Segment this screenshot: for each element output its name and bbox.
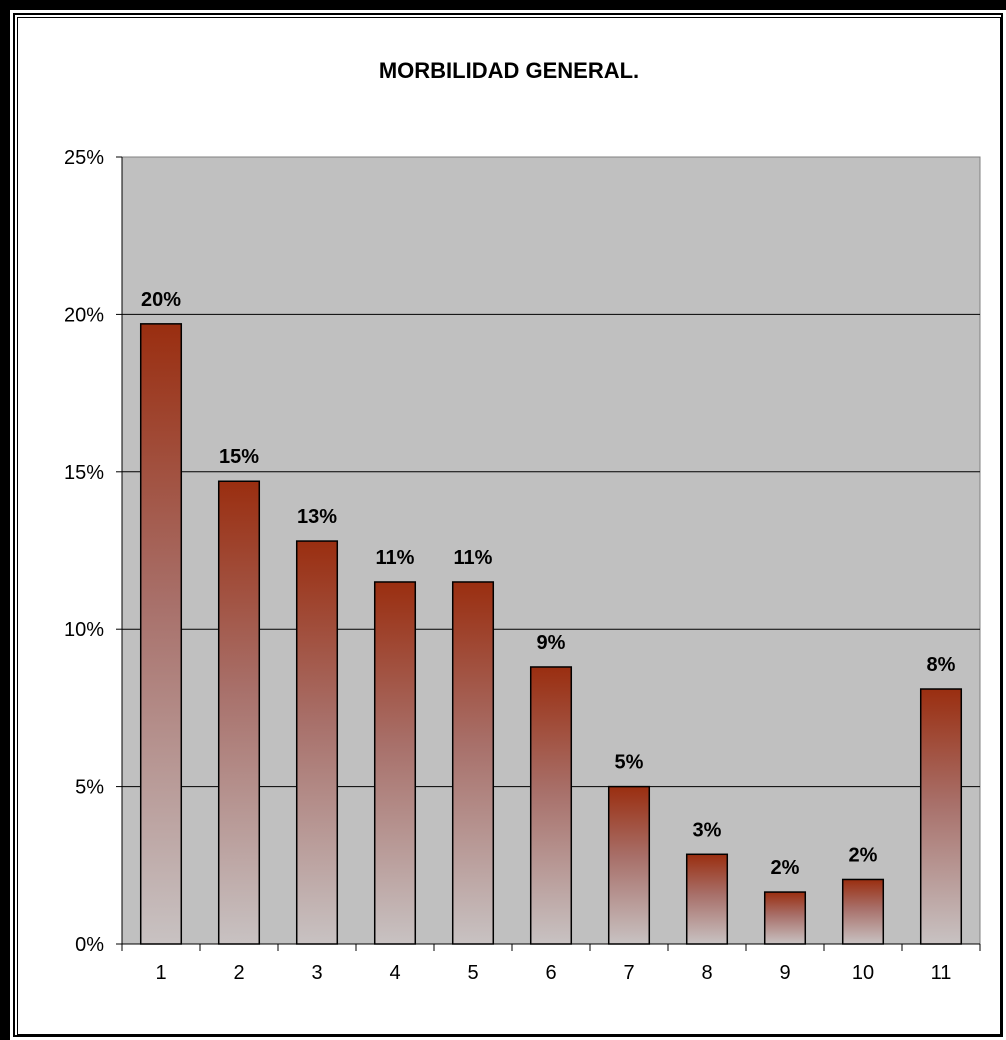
data-label-4: 11% (376, 547, 415, 569)
x-tick-label-4: 4 (389, 962, 400, 984)
data-label-5: 11% (454, 547, 493, 569)
x-tick-label-6: 6 (545, 962, 556, 984)
y-tick-label: 10% (64, 619, 104, 641)
y-tick-label: 25% (64, 147, 104, 169)
data-label-8: 3% (693, 819, 722, 841)
bar-3 (295, 540, 339, 945)
x-tick-label-10: 10 (852, 962, 874, 984)
bar-5 (451, 581, 495, 945)
x-tick-label-8: 8 (701, 962, 712, 984)
data-label-3: 13% (297, 506, 337, 528)
x-tick-label-3: 3 (311, 962, 322, 984)
bar-7 (607, 785, 651, 945)
bar-8 (685, 853, 729, 945)
chart-title: MORBILIDAD GENERAL. (378, 58, 640, 83)
bar-2 (217, 480, 261, 945)
bar-6 (529, 666, 573, 945)
bar-10 (841, 878, 885, 945)
data-label-10: 2% (849, 844, 878, 866)
y-tick-label: 15% (64, 462, 104, 484)
chart-inner-frame-line (17, 17, 1001, 1035)
data-label-6: 9% (537, 632, 566, 654)
x-tick-label-7: 7 (623, 962, 634, 984)
x-tick-label-5: 5 (467, 962, 478, 984)
data-label-11: 8% (927, 654, 956, 676)
bar-1 (139, 323, 183, 945)
x-tick-label-1: 1 (155, 962, 166, 984)
data-label-7: 5% (615, 752, 644, 774)
x-tick-label-2: 2 (233, 962, 244, 984)
data-label-2: 15% (219, 446, 259, 468)
data-label-1: 20% (141, 289, 181, 311)
bar-4 (373, 581, 417, 945)
x-tick-label-9: 9 (779, 962, 790, 984)
data-label-9: 2% (771, 857, 800, 879)
y-tick-label: 0% (75, 934, 104, 956)
chart-inner-frame (13, 13, 1003, 1037)
bar-11 (919, 688, 963, 945)
y-tick-label: 20% (64, 304, 104, 326)
x-tick-label-11: 11 (931, 962, 952, 984)
y-tick-label: 5% (75, 777, 104, 799)
bar-9 (763, 891, 807, 945)
